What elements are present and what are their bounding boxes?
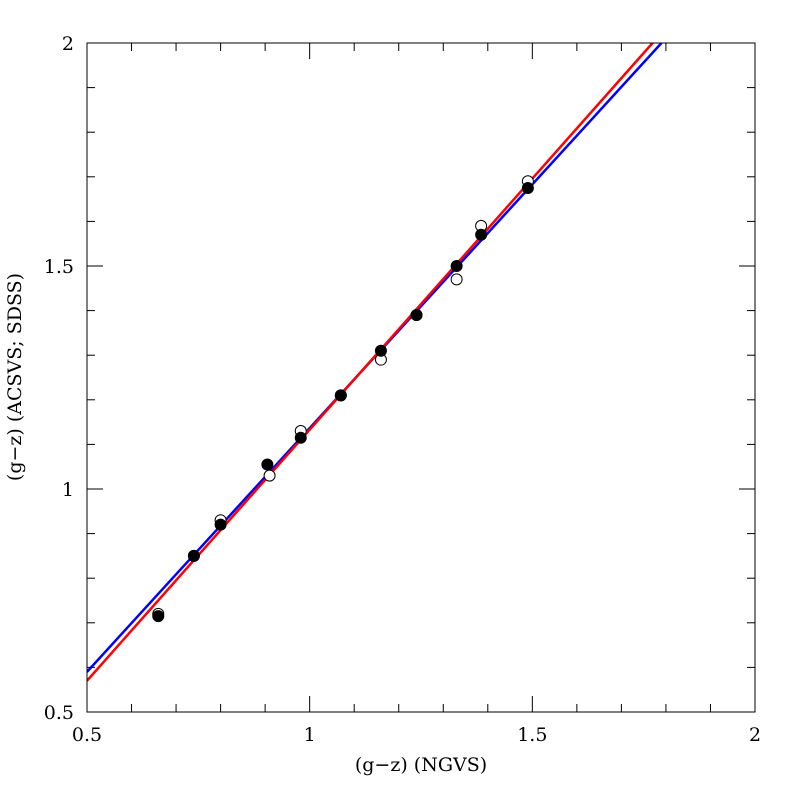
filled-point — [187, 549, 200, 562]
open-point — [263, 469, 276, 482]
y-axis-title: (g−z) (ACSVS; SDSS) — [4, 273, 26, 481]
x-tick-label: 1.5 — [517, 724, 547, 746]
filled-point — [450, 260, 463, 272]
filled-point — [410, 309, 423, 322]
filled-point — [214, 518, 227, 531]
filled-point — [261, 458, 274, 471]
y-tick-label: 1.5 — [44, 256, 74, 278]
filled-point — [521, 181, 534, 194]
open-point — [450, 273, 463, 286]
axis-ticks — [86, 42, 756, 713]
fit-lines — [87, 43, 663, 682]
x-tick-label: 1 — [304, 724, 316, 746]
x-tick-label: 0.5 — [72, 724, 102, 746]
tick-labels: 0.5 1 1.5 2 0.5 1 1.5 2 — [44, 33, 761, 746]
x-axis-title: (g−z) (NGVS) — [355, 754, 487, 776]
y-tick-label: 1 — [62, 479, 74, 501]
filled-point — [334, 389, 347, 402]
filled-point — [374, 344, 387, 357]
x-tick-label: 2 — [749, 724, 761, 746]
fit-line-2 — [87, 43, 654, 682]
filled-point — [294, 431, 307, 444]
y-tick-label: 2 — [62, 33, 74, 55]
plot-frame — [86, 42, 756, 713]
filled-point — [152, 610, 165, 623]
y-tick-label: 0.5 — [44, 702, 74, 724]
filled-point — [475, 228, 488, 241]
data-markers — [152, 175, 534, 623]
